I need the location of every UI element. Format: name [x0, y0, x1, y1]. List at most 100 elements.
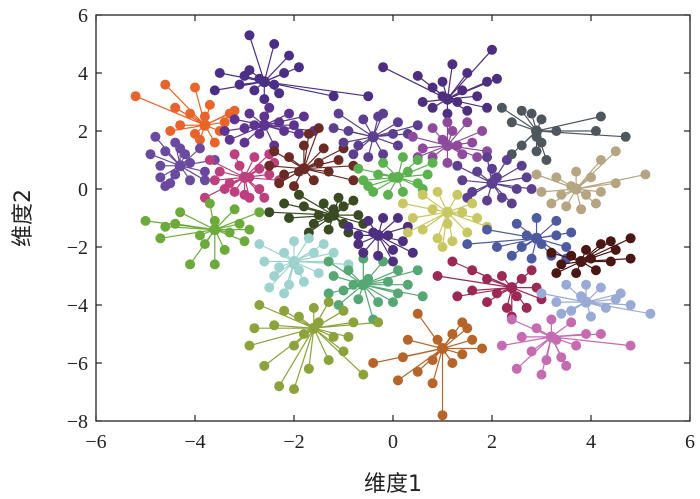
data-point: [541, 355, 552, 366]
data-point: [239, 137, 250, 148]
data-point: [388, 256, 398, 267]
data-point: [289, 340, 299, 351]
data-point: [496, 271, 507, 281]
data-point: [308, 247, 319, 258]
data-point: [323, 256, 334, 267]
data-point: [427, 123, 438, 134]
data-point: [467, 334, 478, 345]
data-point: [259, 256, 270, 267]
data-point: [229, 186, 240, 197]
data-point: [269, 271, 280, 281]
data-point: [610, 178, 621, 189]
data-point: [536, 114, 547, 125]
data-point: [279, 126, 290, 136]
data-point: [308, 302, 319, 313]
data-point: [442, 218, 453, 229]
data-point: [625, 300, 636, 310]
data-point: [472, 213, 483, 223]
data-point: [254, 163, 265, 174]
data-point: [199, 239, 210, 250]
data-point: [343, 221, 354, 232]
data-point: [491, 242, 502, 252]
data-point: [185, 175, 196, 186]
data-point: [516, 273, 527, 284]
data-point: [264, 160, 275, 171]
data-point: [432, 334, 443, 345]
cluster-center: [367, 131, 379, 143]
data-point: [551, 126, 562, 136]
data-point: [353, 163, 364, 174]
data-point: [501, 302, 512, 313]
data-point: [491, 288, 502, 299]
data-point: [378, 157, 389, 168]
data-point: [145, 149, 156, 160]
data-point: [556, 308, 567, 319]
cluster-link: [179, 211, 216, 231]
data-point: [383, 230, 394, 241]
cluster-link: [363, 284, 423, 297]
cluster-link: [586, 301, 631, 306]
cluster-link: [407, 211, 448, 234]
data-point: [284, 152, 295, 163]
data-point: [392, 288, 403, 299]
data-point: [482, 102, 493, 113]
cluster-center: [531, 232, 543, 244]
data-point: [392, 140, 403, 151]
data-point: [150, 131, 161, 142]
data-point: [506, 314, 517, 325]
data-point: [373, 169, 384, 180]
x-tick-label: −2: [283, 431, 304, 453]
data-point: [224, 227, 235, 238]
data-point: [561, 201, 572, 212]
data-point: [160, 221, 171, 232]
data-point: [417, 189, 428, 200]
data-point: [259, 360, 270, 371]
data-point: [457, 175, 468, 186]
data-point: [546, 247, 557, 258]
data-point: [615, 288, 626, 299]
data-point: [160, 146, 171, 157]
cluster-center: [441, 206, 453, 218]
data-point: [160, 181, 171, 192]
data-point: [264, 282, 275, 293]
data-point: [472, 152, 483, 163]
cluster-center: [570, 183, 582, 195]
cluster-11: [244, 297, 384, 395]
data-point: [373, 297, 384, 308]
data-point: [447, 126, 458, 136]
cluster-link: [536, 115, 602, 132]
data-point: [338, 346, 349, 357]
data-point: [130, 91, 141, 102]
cluster-8: [140, 198, 265, 270]
data-point: [348, 279, 359, 290]
data-point: [293, 128, 304, 139]
data-point: [378, 213, 389, 223]
data-point: [264, 207, 275, 218]
data-point: [279, 198, 290, 209]
data-point: [595, 186, 606, 197]
data-point: [328, 123, 339, 134]
data-point: [566, 250, 577, 261]
data-point: [581, 329, 592, 339]
data-point: [412, 120, 423, 131]
cluster-link: [432, 348, 444, 384]
data-point: [590, 126, 601, 136]
cluster-link: [363, 269, 418, 286]
data-point: [308, 218, 319, 229]
cluster-center: [209, 224, 221, 236]
x-tick-label: 6: [685, 431, 695, 453]
data-point: [482, 297, 493, 308]
cluster-center: [545, 331, 557, 343]
x-axis-label: 维度1: [364, 472, 422, 497]
data-point: [338, 137, 349, 148]
data-point: [229, 105, 240, 116]
data-point: [279, 68, 290, 78]
data-point: [160, 79, 171, 90]
data-point: [234, 160, 245, 171]
data-point: [566, 227, 577, 238]
data-point: [496, 192, 507, 203]
data-point: [452, 160, 463, 171]
data-point: [432, 186, 443, 197]
data-point: [239, 123, 250, 134]
data-point: [244, 65, 255, 76]
